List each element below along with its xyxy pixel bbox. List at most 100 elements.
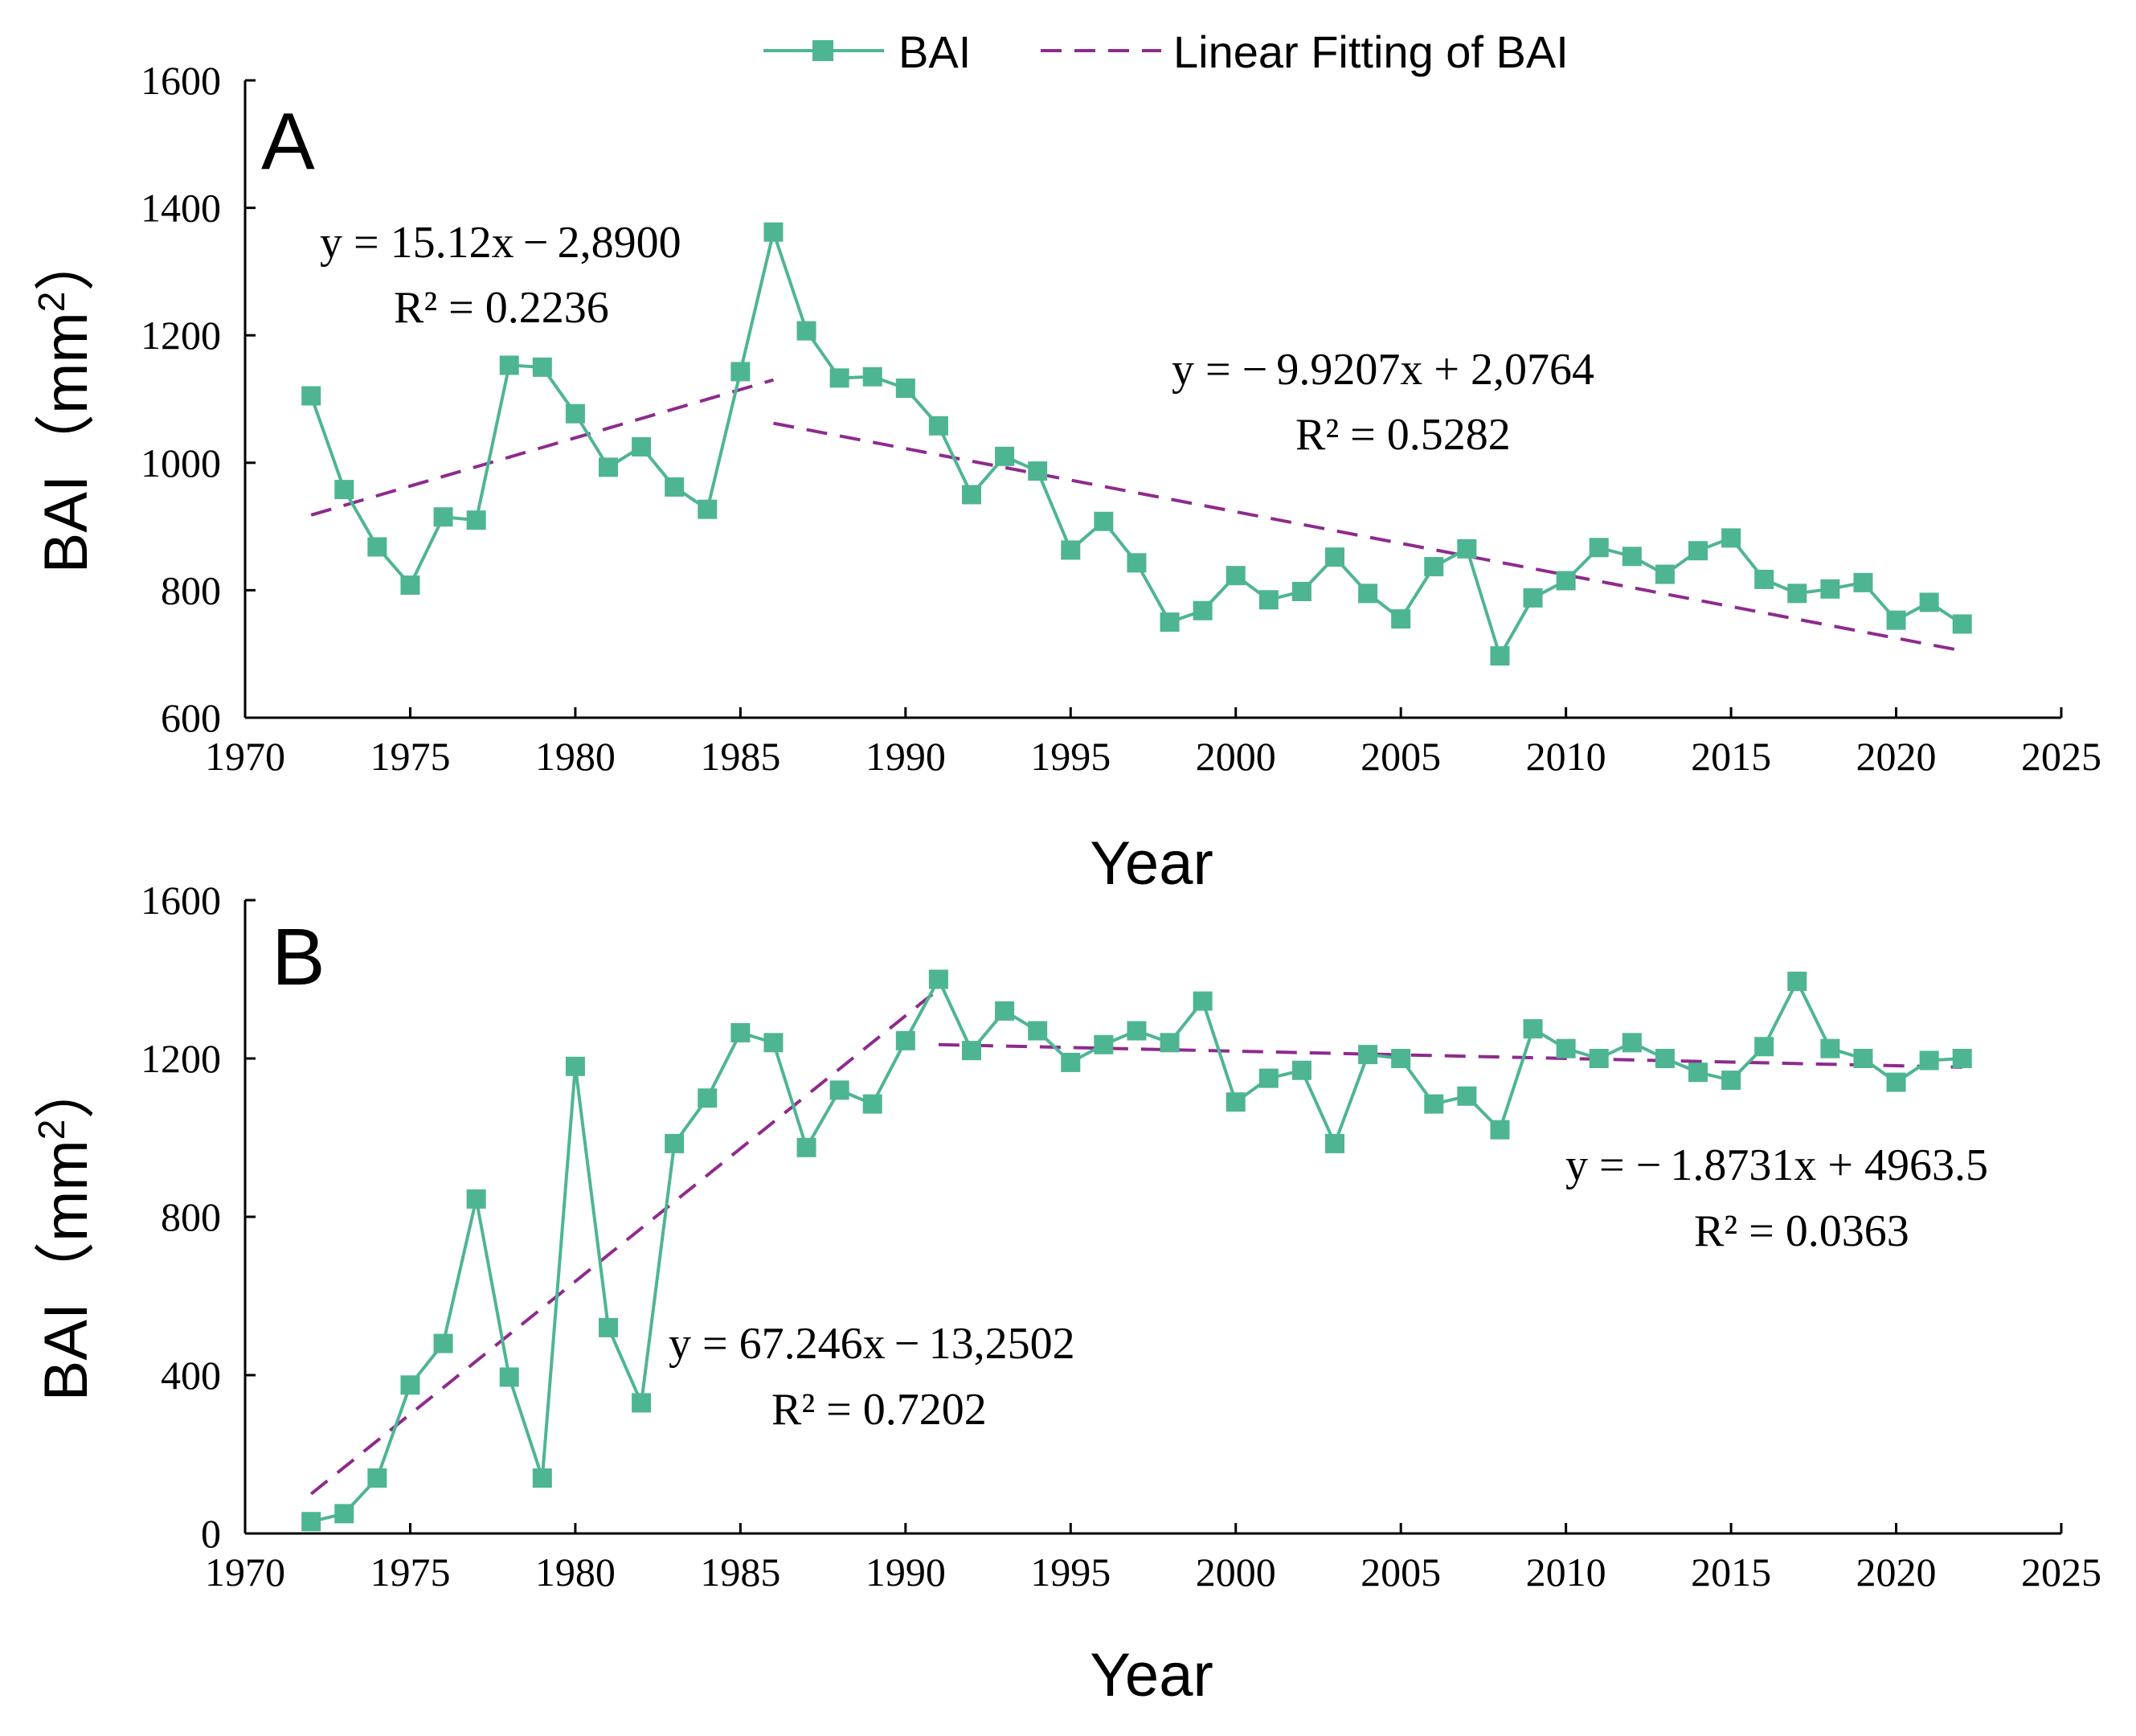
panel-b-bai-point — [1160, 1033, 1180, 1053]
panel-a-bai-point — [1853, 572, 1873, 592]
panel-b-bai-point — [1721, 1071, 1741, 1091]
panel-a-bai-point — [928, 416, 948, 436]
panel-a-x-tick-label: 2005 — [1361, 734, 1441, 779]
panel-a-x-tick-label: 1985 — [700, 734, 780, 779]
panel-a-bai-point — [829, 368, 849, 388]
panel-a-y-tick-label: 1600 — [141, 58, 221, 103]
panel-b-x-axis-title: Year — [1090, 1641, 1213, 1709]
panel-b-x-tick-label: 1990 — [865, 1550, 946, 1595]
panel-b-bai-point — [499, 1367, 519, 1387]
panel-a-y-axis-title-sup: 2 — [31, 292, 72, 313]
panel-b-x-tick-label: 2010 — [1526, 1550, 1606, 1595]
panel-a-bai-point — [1523, 588, 1543, 608]
panel-a-y-tick-label: 600 — [161, 695, 221, 740]
panel-a-bai-point — [1820, 579, 1840, 599]
panel-b-x-tick-label: 1995 — [1030, 1550, 1111, 1595]
panel-a-y-tick-label: 1200 — [141, 313, 221, 358]
panel-a-x-tick-label: 1995 — [1030, 734, 1111, 779]
panel-b-fit2-equation: y = − 1.8731x + 4963.5 — [1565, 1140, 1988, 1190]
panel-b-bai-point — [1655, 1049, 1675, 1068]
panel-b-y-axis-title: BAI（mm2） — [31, 1058, 100, 1402]
panel-a-bai-point — [1490, 646, 1510, 666]
panel-a-bai-point — [796, 321, 816, 341]
panel-a-bai-point — [1291, 581, 1311, 601]
panel-a-x-tick-label: 1980 — [535, 734, 616, 779]
panel-a-bai-point — [1721, 528, 1741, 548]
panel-b-bai-point — [829, 1080, 849, 1100]
panel-a-y-axis-title-main: BAI（mm — [32, 312, 100, 573]
panel-b-fit2-r2: R² = 0.0363 — [1694, 1206, 1909, 1256]
panel-b: B Year BAI（mm2） y = 67.246x − 13,2502 R²… — [31, 878, 2101, 1709]
panel-a-bai-point — [862, 366, 882, 387]
panel-a-bai-point — [1193, 600, 1213, 620]
panel-b-label: B — [272, 912, 325, 1002]
panel-b-bai-point — [1919, 1050, 1939, 1071]
panel-a-bai-point — [1688, 541, 1708, 561]
panel-b-bai-point — [698, 1088, 718, 1108]
legend-series-label: BAI — [898, 27, 971, 77]
panel-a-bai-point — [1919, 592, 1939, 612]
panel-b-y-tick-label: 0 — [201, 1511, 221, 1556]
panel-b-bai-point — [1820, 1038, 1840, 1058]
panel-b-x-tick-label: 1985 — [700, 1550, 780, 1595]
panel-a-bai-point — [466, 510, 486, 530]
panel-b-y-tick-label: 400 — [161, 1353, 221, 1398]
panel-a-bai-point — [1622, 547, 1642, 567]
panel-b-bai-point — [433, 1333, 453, 1353]
panel-b-bai-point — [1457, 1086, 1477, 1106]
panel-a-bai-point — [698, 499, 718, 519]
panel-a-bai-point — [301, 386, 321, 406]
panel-b-x-tick-label: 1970 — [205, 1550, 285, 1595]
panel-b-bai-point — [334, 1504, 354, 1524]
panel-a-bai-point — [1754, 569, 1774, 589]
panel-a-x-tick-label: 2000 — [1196, 734, 1276, 779]
panel-a-bai-point — [400, 575, 420, 596]
panel-b-fit1-r2: R² = 0.7202 — [771, 1385, 987, 1435]
panel-b-y-tick-label: 800 — [161, 1194, 221, 1239]
panel-b-bai-point — [632, 1393, 652, 1413]
panel-b-bai-point — [1094, 1034, 1114, 1054]
panel-b-bai-point — [1622, 1033, 1642, 1053]
panel-b-x-tick-label: 2000 — [1196, 1550, 1276, 1595]
panel-b-bai-point — [1523, 1019, 1543, 1039]
panel-a-bai-point — [1061, 540, 1081, 560]
panel-a-bai-point — [599, 457, 618, 477]
panel-a-x-tick-label: 2010 — [1526, 734, 1606, 779]
panel-a-bai-point — [763, 222, 784, 242]
panel-a-y-axis-title-close: ） — [32, 231, 100, 292]
panel-b-bai-point — [400, 1375, 420, 1395]
panel-b-bai-point — [1193, 991, 1213, 1011]
panel-b-bai-point — [1061, 1052, 1081, 1072]
panel-a-bai-point — [1655, 564, 1675, 584]
panel-a-y-tick-label: 1000 — [141, 440, 221, 485]
panel-b-x-tick-label: 1975 — [370, 1550, 450, 1595]
panel-b-bai-point — [1853, 1049, 1873, 1068]
panel-b-bai-point — [1291, 1060, 1311, 1080]
panel-a-x-tick-label: 2015 — [1691, 734, 1771, 779]
panel-a-bai-point — [730, 362, 751, 382]
panel-a-bai-point — [1226, 566, 1246, 586]
panel-b-bai-point — [367, 1468, 387, 1488]
panel-a-bai-point — [1094, 511, 1114, 531]
panel-a-fit1-equation: y = 15.12x − 2,8900 — [320, 218, 681, 268]
panel-b-bai-point — [1391, 1049, 1411, 1068]
panel-b-bai-point — [1754, 1037, 1774, 1057]
panel-b-x-tick-label: 2020 — [1856, 1550, 1937, 1595]
panel-b-bai-point — [599, 1317, 618, 1337]
panel-b-bai-point — [1688, 1062, 1708, 1083]
panel-b-y-axis-title-main: BAI（mm — [32, 1140, 100, 1401]
panel-a-x-tick-label: 2025 — [2021, 734, 2101, 779]
panel-b-bai-point — [928, 969, 948, 989]
panel-a-x-axis-title: Year — [1090, 829, 1213, 898]
panel-b-bai-point — [763, 1033, 784, 1053]
panel-b-bai-point — [895, 1030, 915, 1050]
panel-b-bai-point — [1556, 1038, 1576, 1058]
panel-a-fit2-equation: y = − 9.9207x + 2,0764 — [1172, 345, 1594, 395]
panel-a-fit2-r2: R² = 0.5282 — [1295, 410, 1511, 460]
panel-b-y-axis-title-sup: 2 — [31, 1120, 72, 1140]
panel-b-bai-point — [1886, 1072, 1906, 1092]
panel-a-bai-point — [1028, 461, 1048, 481]
panel-a-x-tick-label: 2020 — [1856, 734, 1937, 779]
panel-b-fit1-equation: y = 67.246x − 13,2502 — [669, 1319, 1075, 1369]
panel-b-x-tick-label: 2005 — [1361, 1550, 1441, 1595]
